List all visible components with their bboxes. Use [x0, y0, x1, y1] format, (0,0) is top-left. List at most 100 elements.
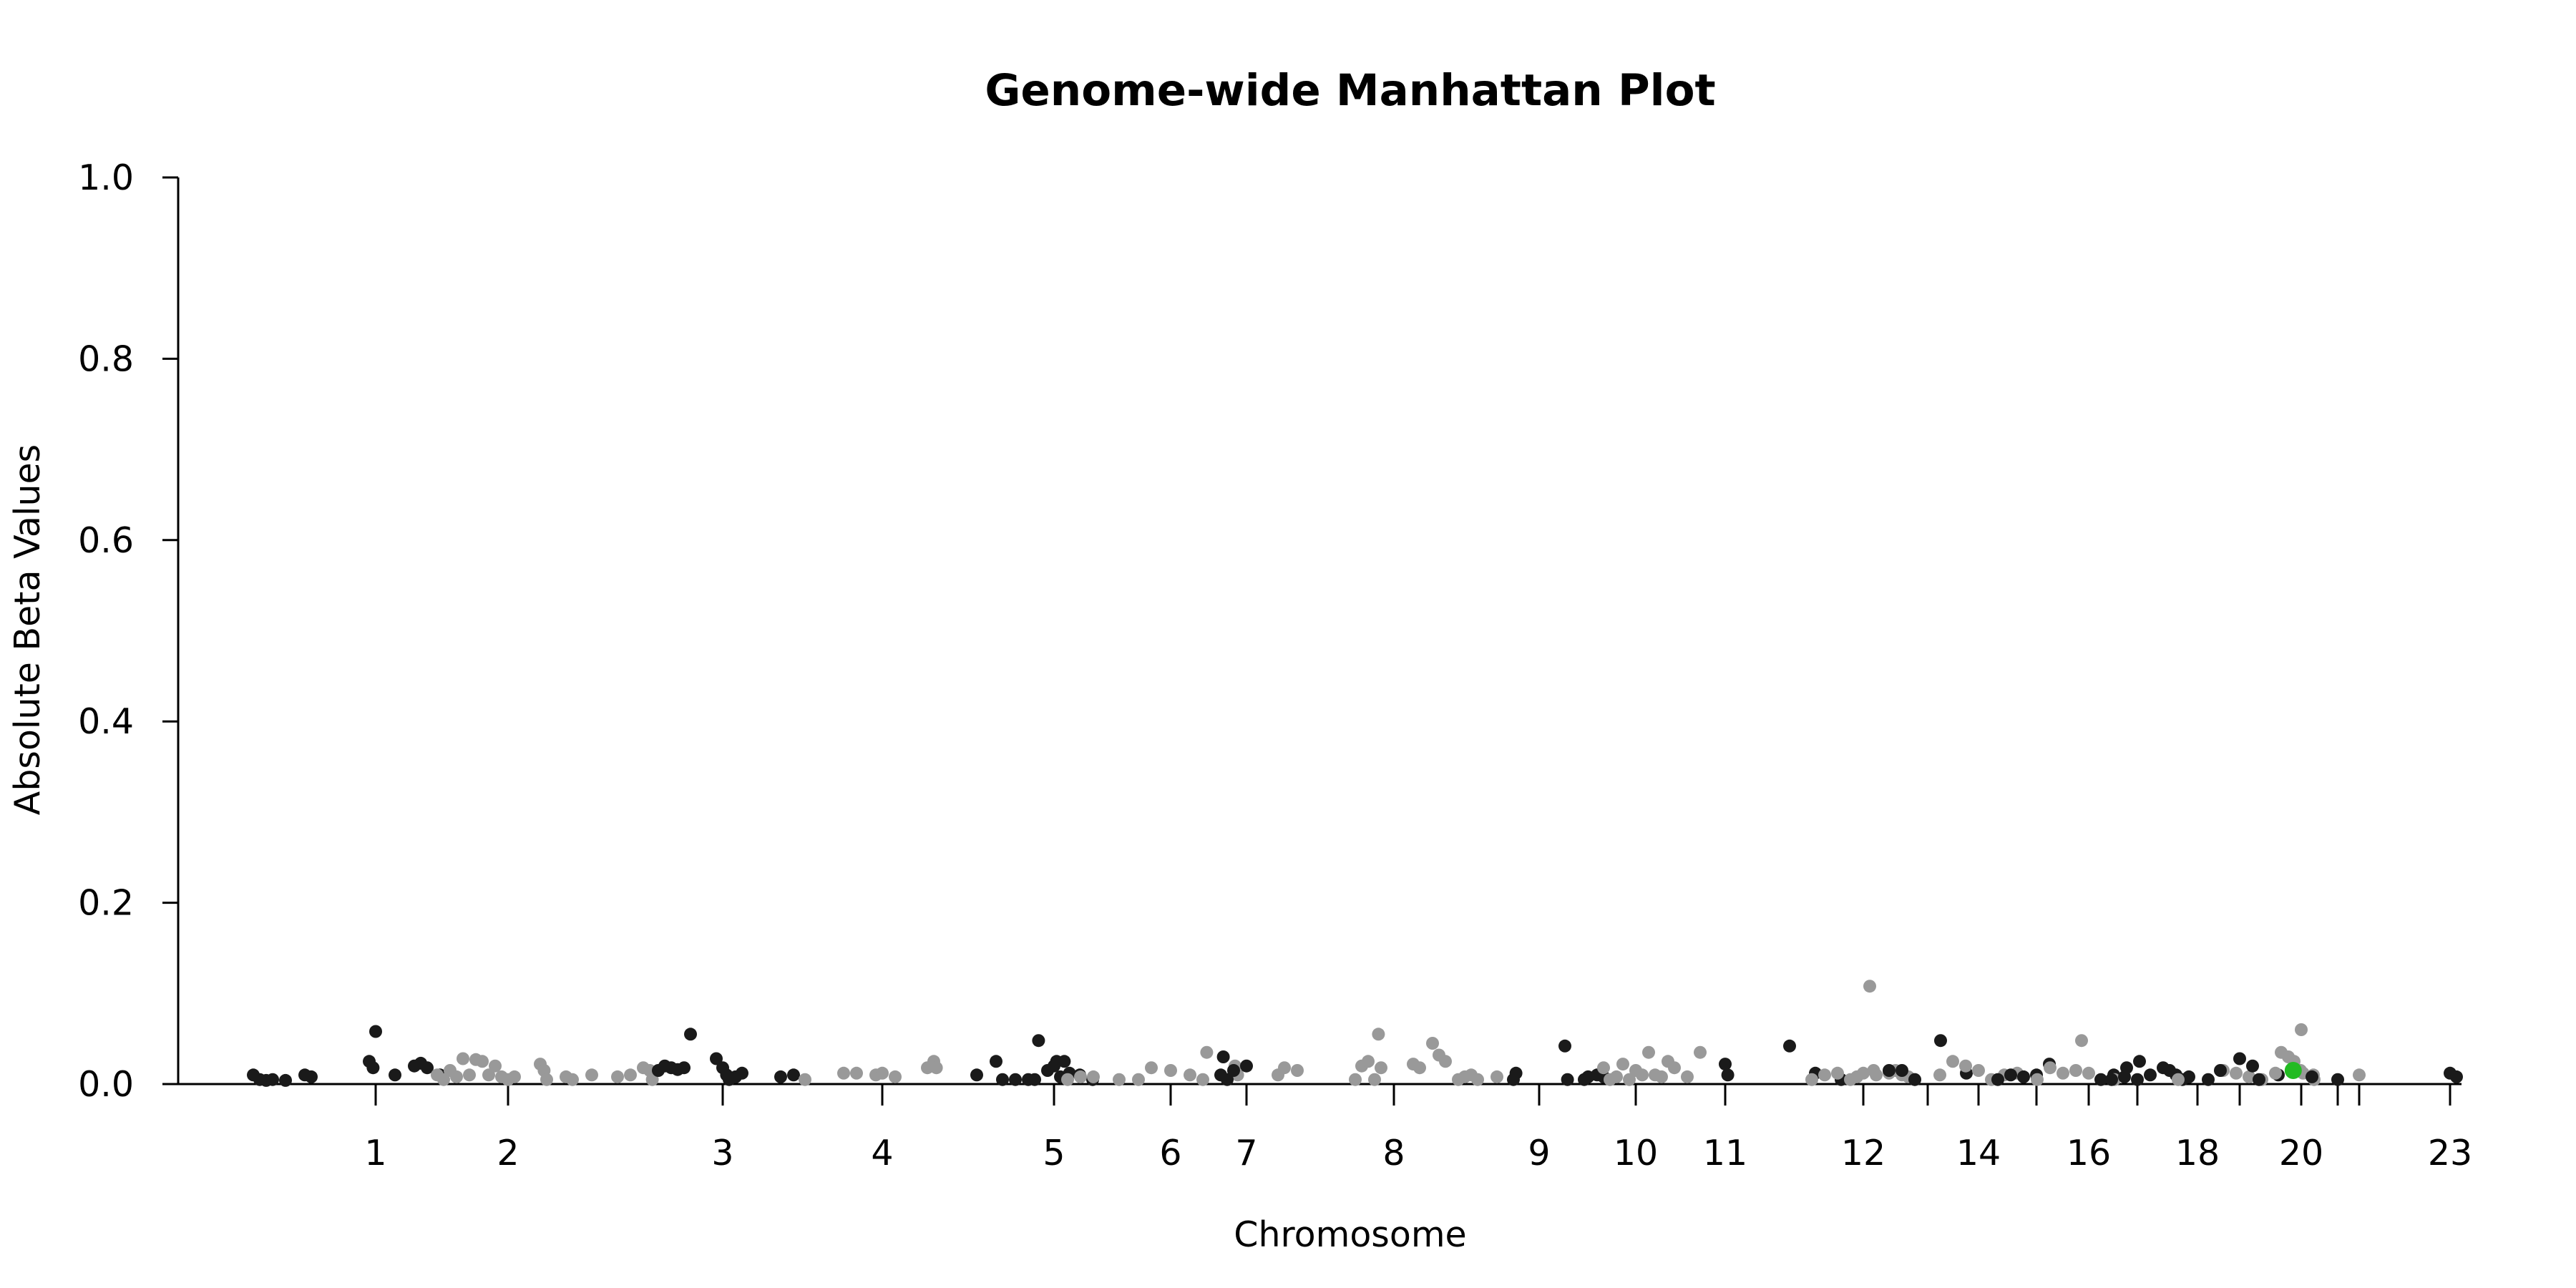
data-point: [482, 1068, 495, 1082]
data-point: [1471, 1073, 1484, 1086]
data-point: [1561, 1073, 1574, 1086]
data-point: [710, 1052, 723, 1065]
data-point: [2004, 1068, 2017, 1082]
data-point: [2246, 1059, 2259, 1073]
data-point: [1413, 1061, 1426, 1075]
data-point: [736, 1066, 748, 1080]
data-point: [1087, 1070, 1100, 1083]
data-point: [1032, 1034, 1045, 1048]
data-point: [1636, 1068, 1649, 1082]
data-point: [837, 1066, 850, 1080]
x-tick-label: 8: [1382, 1133, 1405, 1174]
data-point: [1216, 1050, 1230, 1063]
data-point: [1991, 1073, 2004, 1086]
x-tick-label: 11: [1703, 1133, 1747, 1174]
data-point: [2282, 1050, 2295, 1063]
y-tick-label: 0.8: [78, 338, 134, 379]
x-tick-label: 9: [1528, 1133, 1550, 1174]
x-axis-label: Chromosome: [1234, 1214, 1466, 1255]
x-tick-label: 23: [2428, 1133, 2472, 1174]
x-tick-label: 4: [871, 1133, 893, 1174]
highlighted-point: [2284, 1062, 2302, 1079]
data-point: [2353, 1068, 2366, 1082]
data-point: [876, 1066, 889, 1080]
y-tick-label: 0.2: [78, 883, 134, 924]
x-tick-label: 5: [1043, 1133, 1065, 1174]
data-point: [2069, 1064, 2082, 1077]
data-point: [1694, 1045, 1707, 1059]
data-point: [1132, 1073, 1145, 1086]
data-point: [1719, 1058, 1732, 1071]
data-point: [645, 1073, 659, 1086]
data-point: [1857, 1066, 1870, 1080]
data-point: [1934, 1034, 1947, 1048]
data-point: [996, 1073, 1009, 1086]
data-point: [1863, 980, 1876, 993]
x-tick-label: 12: [1841, 1133, 1885, 1174]
data-point: [1113, 1073, 1126, 1086]
data-point: [437, 1073, 450, 1086]
data-point: [2075, 1034, 2088, 1048]
data-point: [389, 1068, 401, 1082]
data-point: [1623, 1073, 1636, 1086]
data-point: [1439, 1055, 1452, 1068]
data-point: [489, 1059, 502, 1073]
data-point: [889, 1070, 902, 1083]
data-point: [2118, 1070, 2131, 1083]
data-point: [1221, 1073, 1234, 1086]
data-point: [2017, 1070, 2030, 1083]
data-point: [1200, 1045, 1214, 1059]
data-point: [1616, 1058, 1629, 1071]
data-point: [1558, 1039, 1571, 1053]
y-tick-label: 1.0: [78, 157, 134, 198]
data-point: [2057, 1066, 2069, 1080]
data-point: [1227, 1064, 1240, 1077]
data-point: [1372, 1028, 1385, 1041]
data-point: [2243, 1070, 2255, 1083]
data-point: [1184, 1068, 1196, 1082]
data-point: [2295, 1023, 2308, 1036]
data-point: [1946, 1055, 1959, 1068]
data-point: [463, 1068, 476, 1082]
x-tick-label: 7: [1235, 1133, 1257, 1174]
x-tick-label: 2: [497, 1133, 519, 1174]
data-point: [678, 1061, 691, 1075]
data-point: [624, 1068, 637, 1082]
data-point: [266, 1073, 279, 1086]
x-tick-label: 20: [2279, 1133, 2323, 1174]
data-point: [2133, 1055, 2146, 1068]
data-point: [1721, 1068, 1735, 1082]
x-tick-label: 6: [1159, 1133, 1181, 1174]
x-tick-label: 16: [2067, 1133, 2111, 1174]
data-point: [1610, 1070, 1623, 1083]
data-point: [1145, 1061, 1158, 1075]
data-point: [2105, 1073, 2118, 1086]
data-point: [1491, 1070, 1503, 1083]
data-point: [369, 1025, 382, 1038]
data-point: [457, 1052, 469, 1065]
data-point: [2082, 1066, 2095, 1080]
data-point: [1642, 1045, 1655, 1059]
data-point: [1074, 1070, 1087, 1083]
data-point: [684, 1028, 697, 1041]
data-point: [2144, 1068, 2157, 1082]
data-point: [2233, 1052, 2246, 1065]
data-point: [585, 1068, 598, 1082]
data-point: [1426, 1037, 1439, 1050]
data-point: [305, 1070, 318, 1083]
data-point: [1362, 1055, 1375, 1068]
data-point: [2172, 1073, 2185, 1086]
data-point: [1959, 1059, 1972, 1073]
data-point: [990, 1055, 1002, 1068]
data-point: [566, 1073, 579, 1086]
data-point: [1783, 1039, 1796, 1053]
y-ticks: 0.0 0.2 0.4 0.6 0.8 1.0: [78, 157, 178, 1105]
data-point: [1278, 1061, 1291, 1075]
data-point: [508, 1070, 521, 1083]
data-point: [1597, 1061, 1610, 1075]
data-point: [970, 1068, 983, 1082]
data-point: [2269, 1066, 2282, 1080]
data-point: [1896, 1064, 1908, 1077]
data-point: [1668, 1061, 1681, 1075]
data-point: [2306, 1070, 2318, 1083]
